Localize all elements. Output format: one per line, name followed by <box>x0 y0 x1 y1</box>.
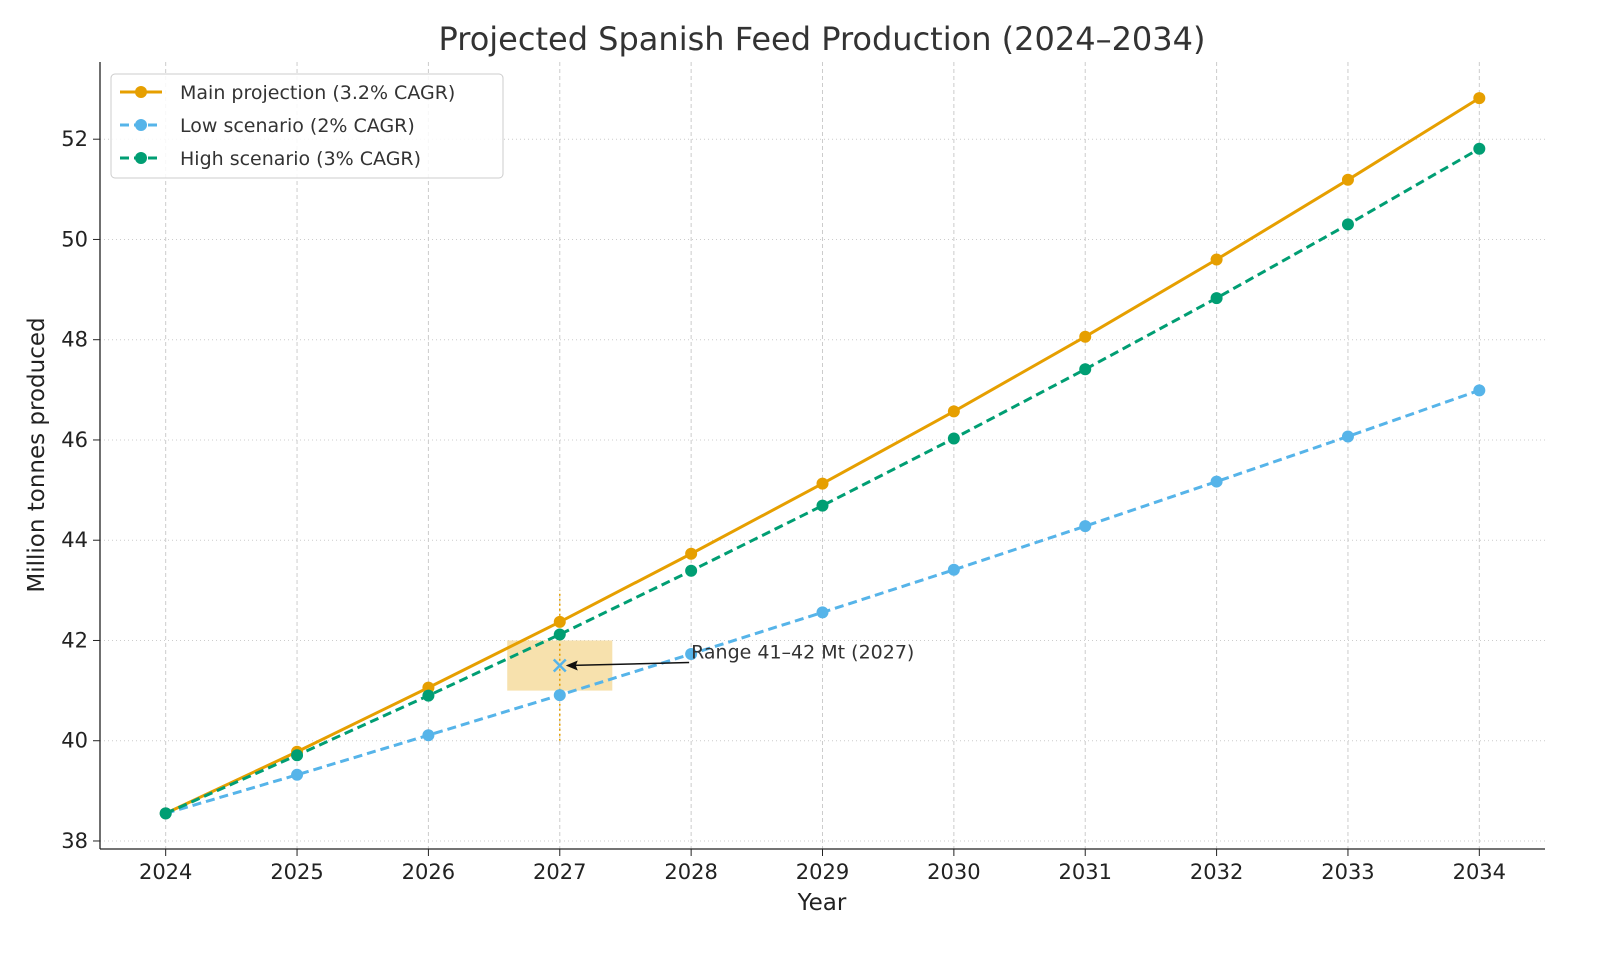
data-point <box>1473 92 1486 105</box>
x-tick-label: 2032 <box>1190 860 1243 884</box>
axes: 2024 2025 2026 2027 2028 2029 2030 2031 2032 2033… <box>61 62 1545 884</box>
data-point <box>1341 218 1354 231</box>
x-tick-label: 2026 <box>402 860 455 884</box>
data-point <box>1473 384 1486 397</box>
y-tick-label: 46 <box>61 428 88 452</box>
data-point <box>1210 253 1223 266</box>
data-point <box>1341 430 1354 443</box>
data-point <box>1210 292 1223 305</box>
y-tick-label: 42 <box>61 628 88 652</box>
data-point <box>553 689 566 702</box>
data-point <box>159 807 172 820</box>
x-tick-label: 2024 <box>139 860 192 884</box>
y-tick-label: 48 <box>61 328 88 352</box>
data-point <box>816 606 829 619</box>
legend-swatch-marker <box>135 119 147 131</box>
estimate-x-marker <box>552 658 567 673</box>
data-point <box>1079 520 1092 533</box>
x-tick-label: 2027 <box>533 860 586 884</box>
x-tick-label: 2030 <box>927 860 980 884</box>
annotation-text: Range 41–42 Mt (2027) <box>691 641 914 663</box>
x-tick-label: 2029 <box>796 860 849 884</box>
data-point <box>291 749 304 762</box>
annotation: Range 41–42 Mt (2027) <box>552 641 914 673</box>
legend: Main projection (3.2% CAGR) Low scenario … <box>110 73 504 179</box>
data-point <box>1210 475 1223 488</box>
annotation-arrow <box>567 661 690 667</box>
data-point <box>553 615 566 628</box>
data-point <box>553 628 566 641</box>
data-point <box>816 477 829 490</box>
x-axis-label: Year <box>797 890 847 916</box>
x-tick-label: 2034 <box>1453 860 1506 884</box>
grid <box>100 62 1545 849</box>
y-tick-label: 40 <box>61 729 88 753</box>
chart-title: Projected Spanish Feed Production (2024–… <box>439 20 1206 58</box>
data-point <box>1079 330 1092 343</box>
series-group <box>159 92 1486 820</box>
x-tick-label: 2033 <box>1321 860 1374 884</box>
series-line-2 <box>165 147 1481 815</box>
x-tick-label: 2028 <box>664 860 717 884</box>
legend-box <box>110 73 504 179</box>
x-tick-label: 2025 <box>270 860 323 884</box>
data-point <box>816 499 829 512</box>
legend-label: Main projection (3.2% CAGR) <box>180 82 455 104</box>
y-tick-label: 38 <box>61 829 88 853</box>
y-axis-label: Million tonnes produced <box>24 317 50 592</box>
arrow-head-icon <box>565 660 578 671</box>
legend-swatch-marker <box>135 152 147 164</box>
data-point <box>947 405 960 418</box>
data-point <box>685 547 698 560</box>
data-point <box>685 564 698 577</box>
legend-swatch-marker <box>135 86 147 98</box>
y-tick-label: 44 <box>61 528 88 552</box>
data-point <box>685 648 698 661</box>
data-point <box>947 432 960 445</box>
legend-label: High scenario (3% CAGR) <box>180 148 421 170</box>
data-point <box>422 729 435 742</box>
x-tick-label: 2031 <box>1059 860 1112 884</box>
legend-label: Low scenario (2% CAGR) <box>180 115 415 137</box>
data-point <box>291 768 304 781</box>
data-point <box>1079 363 1092 376</box>
data-point <box>422 689 435 702</box>
data-point <box>1473 142 1486 155</box>
data-point <box>1341 173 1354 186</box>
y-tick-label: 50 <box>61 227 88 251</box>
y-tick-label: 52 <box>61 127 88 151</box>
data-point <box>947 563 960 576</box>
